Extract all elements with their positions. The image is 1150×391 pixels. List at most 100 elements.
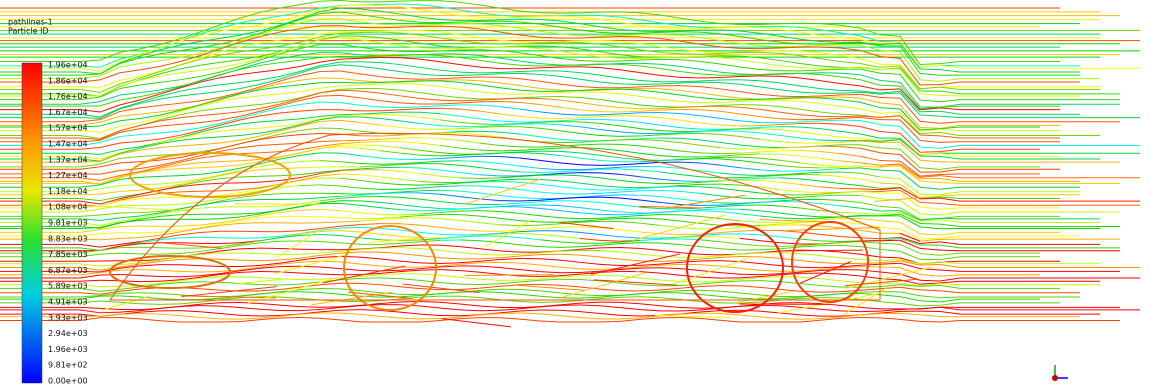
pathline-segment — [119, 286, 141, 290]
pathline-segment — [819, 293, 841, 296]
pathline-segment — [219, 242, 241, 245]
pathline-segment — [859, 188, 881, 191]
pathline-segment — [359, 80, 381, 83]
pathline-segment — [719, 105, 741, 108]
pathline-segment — [119, 288, 141, 292]
pathline-segment — [719, 248, 741, 251]
pathline-segment — [799, 137, 821, 141]
colorbar-label: 1.27e+04 — [48, 171, 88, 180]
pathline-segment — [399, 64, 421, 68]
pathline-segment — [139, 71, 161, 79]
pathline-segment — [119, 96, 141, 101]
pathline-segment — [659, 132, 681, 135]
pathline-segment — [399, 196, 421, 200]
pathline-segment — [239, 271, 261, 273]
pathline-segment — [599, 196, 621, 199]
pathline-segment — [339, 119, 361, 123]
pathline-segment — [579, 212, 601, 215]
pathline-segment — [159, 298, 181, 301]
pathline-segment — [759, 62, 781, 67]
pathline-segment — [399, 102, 421, 105]
pathline-segment — [379, 113, 401, 116]
pathline-segment — [779, 159, 801, 164]
pathline-segment — [119, 53, 141, 60]
pathline-segment — [919, 252, 941, 256]
pathline-segment — [399, 19, 421, 23]
pathline-segment — [519, 318, 541, 322]
pathline-segment — [319, 221, 341, 224]
pathline-segment — [559, 57, 581, 62]
pathline-segment — [899, 51, 921, 81]
pathline-segment — [899, 92, 921, 116]
pathline-segment — [499, 14, 521, 18]
pathline-segment — [179, 137, 201, 141]
pathline-segment — [159, 256, 181, 261]
pathline-segment — [119, 198, 141, 202]
pathline-segment — [459, 64, 481, 68]
pathline-segment — [339, 70, 361, 75]
pathline-segment — [599, 305, 621, 309]
pathline-segment — [199, 100, 221, 107]
pathline-segment — [679, 203, 701, 206]
pathline-segment — [399, 57, 421, 60]
pathline-segment — [879, 256, 901, 259]
pathline-segment — [359, 277, 381, 279]
pathline-segment — [239, 71, 261, 75]
pathline-segment — [939, 94, 961, 97]
pathline-segment — [310, 291, 393, 306]
pathline-segment — [599, 263, 621, 266]
pathline-segment — [739, 59, 761, 64]
pathline-segment — [759, 210, 781, 214]
pathline-segment — [799, 166, 821, 169]
pathline-segment — [539, 127, 561, 132]
pathline-segment — [339, 210, 361, 214]
pathline-segment — [219, 170, 241, 176]
pathline-segment — [599, 113, 621, 116]
pathline-segment — [699, 210, 721, 213]
pathline-segment — [199, 265, 221, 267]
pathline-segment — [119, 265, 141, 269]
pathline-segment — [699, 280, 721, 283]
pathline-segment — [439, 175, 461, 179]
pathline-segment — [79, 73, 101, 76]
pathline-segment — [459, 262, 481, 265]
pathline-segment — [639, 12, 661, 16]
pathline-segment — [279, 286, 301, 290]
pathline-segment — [399, 0, 421, 2]
pathline-segment — [419, 279, 441, 283]
pathline-segment — [739, 314, 761, 318]
pathline-segment — [699, 31, 721, 35]
pathline-segment — [799, 85, 821, 90]
pathline-segment — [599, 159, 621, 163]
pathline-segment — [599, 243, 621, 246]
pathline-segment — [859, 223, 881, 228]
pathline-segment — [359, 90, 381, 94]
pathline-segment — [339, 193, 361, 195]
pathline-segment — [619, 46, 641, 51]
pathline-segment — [499, 178, 521, 181]
pathline-segment — [99, 288, 121, 292]
pathline-segment — [119, 55, 141, 64]
pathline-segment — [479, 37, 501, 41]
pathline-segment — [459, 57, 481, 61]
pathline-segment — [419, 23, 441, 26]
pathline-segment — [179, 224, 201, 227]
pathline-segment — [859, 172, 881, 178]
pathline-segment — [139, 98, 161, 104]
pathline-segment — [219, 216, 241, 220]
pathline-segment — [499, 50, 521, 54]
pathline-segment — [399, 223, 421, 226]
pathline-segment — [479, 278, 501, 281]
pathline-segment — [159, 109, 181, 116]
pathline-segment — [659, 140, 681, 144]
pathline-segment — [699, 130, 721, 133]
pathline-segment — [319, 169, 341, 173]
pathline-segment — [99, 243, 121, 248]
pathline-segment — [699, 55, 721, 57]
pathline-segment — [579, 279, 601, 282]
pathline-segment — [919, 320, 941, 323]
pathline-segment — [719, 63, 741, 68]
pathline-segment — [239, 110, 261, 117]
pathline-segment — [459, 177, 481, 180]
pathline-segment — [199, 124, 221, 131]
